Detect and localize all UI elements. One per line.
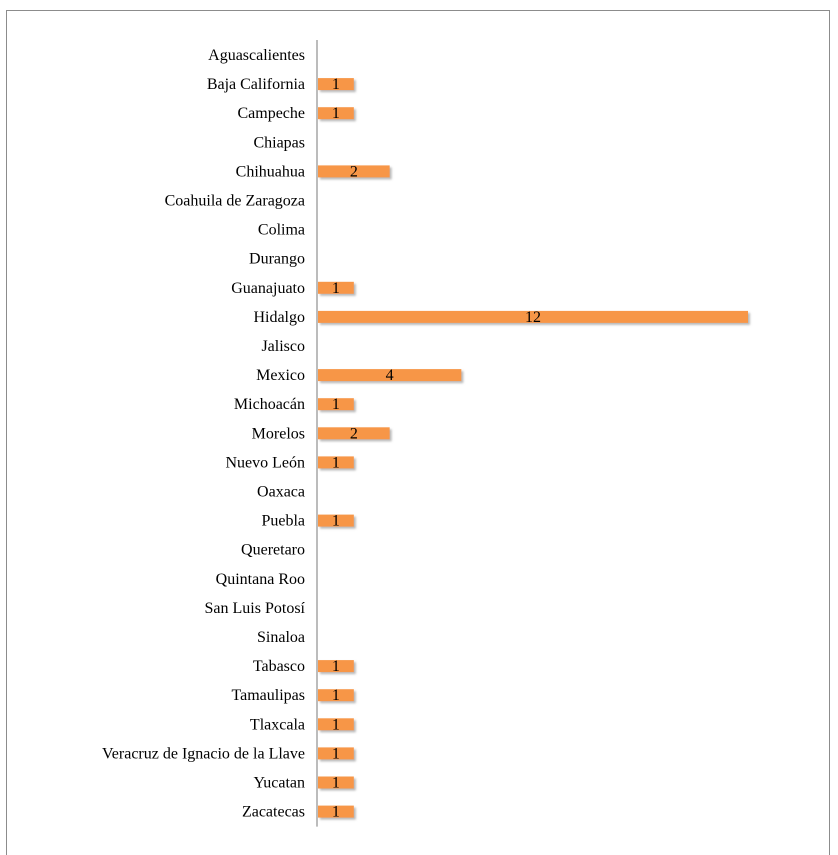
data-label: 1 — [332, 745, 340, 762]
bars-group — [318, 78, 748, 818]
data-label: 4 — [386, 367, 394, 384]
category-label: Zacatecas — [242, 804, 305, 821]
category-label: Yucatan — [253, 775, 305, 792]
category-label: Nuevo León — [225, 454, 305, 471]
category-label: Campeche — [237, 105, 305, 122]
category-label: Mexico — [256, 367, 305, 384]
bar — [318, 310, 748, 323]
data-label: 1 — [332, 658, 340, 675]
data-label: 1 — [332, 76, 340, 93]
category-label: San Luis Potosí — [205, 600, 306, 617]
chart-frame — [6, 10, 830, 855]
category-label: Guanajuato — [231, 280, 305, 297]
bar — [318, 660, 354, 673]
data-label: 1 — [332, 775, 340, 792]
bar — [318, 456, 354, 469]
data-label: 1 — [332, 280, 340, 297]
data-label: 2 — [350, 425, 358, 442]
bar — [318, 165, 390, 178]
data-label: 1 — [332, 716, 340, 733]
bar — [318, 689, 354, 702]
category-label: Hidalgo — [253, 309, 305, 326]
data-label: 1 — [332, 687, 340, 704]
data-label: 1 — [332, 454, 340, 471]
bar — [318, 427, 390, 440]
category-label: Tamaulipas — [231, 687, 305, 704]
bar — [318, 107, 354, 120]
category-label: Veracruz de Ignacio de la Llave — [102, 745, 305, 762]
category-label: Aguascalientes — [208, 47, 305, 64]
data-label: 2 — [350, 163, 358, 180]
category-label: Puebla — [261, 513, 305, 530]
category-label: Tabasco — [253, 658, 305, 675]
category-label: Durango — [249, 251, 305, 268]
category-label: Chihuahua — [236, 163, 305, 180]
data-label: 12 — [525, 309, 541, 326]
bar — [318, 776, 354, 789]
bar — [318, 805, 354, 818]
category-label: Oaxaca — [257, 484, 305, 501]
data-label: 1 — [332, 804, 340, 821]
category-label: Queretaro — [241, 542, 305, 559]
category-label: Michoacán — [234, 396, 305, 413]
category-label: Quintana Roo — [216, 571, 305, 588]
bar — [318, 78, 354, 91]
bar — [318, 398, 354, 411]
bar — [318, 281, 354, 294]
category-labels-group: Aguascalientes Baja California Campeche Chi… — [102, 47, 306, 821]
bar — [318, 747, 354, 760]
category-label: Chiapas — [253, 134, 305, 151]
category-label: Coahuila de Zaragoza — [165, 193, 305, 210]
category-label: Tlaxcala — [250, 716, 305, 733]
category-label: Jalisco — [261, 338, 305, 355]
bar — [318, 514, 354, 527]
data-label: 1 — [332, 105, 340, 122]
data-label: 1 — [332, 513, 340, 530]
bar — [318, 369, 462, 382]
category-label: Morelos — [252, 425, 305, 442]
category-label: Colima — [258, 222, 305, 239]
category-label: Sinaloa — [257, 629, 305, 646]
data-label: 1 — [332, 396, 340, 413]
bar — [318, 718, 354, 731]
category-label: Baja California — [207, 76, 305, 93]
